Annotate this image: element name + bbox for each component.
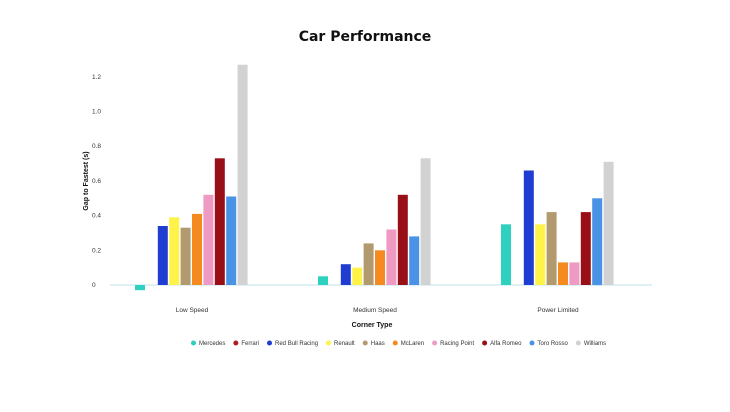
bar-williams bbox=[237, 64, 248, 285]
legend-label: Williams bbox=[584, 341, 606, 347]
x-category-label: Low Speed bbox=[176, 307, 209, 314]
bar-haas bbox=[546, 212, 557, 285]
bar-mclaren bbox=[192, 213, 202, 285]
bar-alfa-romeo bbox=[580, 212, 591, 285]
y-tick-label: 0.8 bbox=[92, 143, 101, 150]
legend-marker bbox=[191, 340, 196, 346]
legend-label: Racing Point bbox=[440, 341, 474, 347]
legend-marker bbox=[326, 340, 332, 346]
y-tick-label: 0 bbox=[92, 282, 96, 289]
bar-haas bbox=[363, 243, 374, 285]
bar-mclaren bbox=[375, 250, 385, 285]
x-axis-title: Corner Type bbox=[352, 322, 393, 329]
bar-williams bbox=[603, 161, 614, 285]
legend-label: Haas bbox=[371, 341, 385, 347]
legend-label: Renault bbox=[334, 341, 355, 347]
bar-toro-rosso bbox=[592, 198, 603, 286]
legend-label: Red Bull Racing bbox=[275, 341, 318, 347]
legend-marker bbox=[233, 340, 239, 346]
bar-mercedes bbox=[501, 224, 511, 285]
x-category-label: Medium Speed bbox=[353, 307, 397, 314]
y-tick-label: 0.2 bbox=[92, 247, 101, 254]
legend-marker bbox=[575, 340, 581, 346]
y-tick-label: 1.0 bbox=[92, 109, 101, 116]
y-tick-label: 0.6 bbox=[92, 178, 101, 185]
bar-mercedes bbox=[135, 285, 145, 291]
legend-label: Alfa Romeo bbox=[490, 341, 522, 347]
bar-renault bbox=[352, 267, 363, 285]
bar-red-bull-racing bbox=[157, 226, 168, 285]
chart-title: Car Performance bbox=[298, 29, 432, 45]
bar-mclaren bbox=[558, 262, 568, 285]
legend-label: Mercedes bbox=[199, 341, 225, 347]
legend-marker bbox=[529, 340, 535, 346]
y-tick-label: 0.4 bbox=[92, 213, 101, 220]
bar-toro-rosso bbox=[226, 196, 237, 285]
bar-renault bbox=[169, 217, 180, 285]
bar-red-bull-racing bbox=[340, 264, 351, 285]
y-tick-label: 1.2 bbox=[92, 74, 101, 81]
bar-williams bbox=[420, 158, 431, 285]
bar-renault bbox=[535, 224, 546, 285]
bar-racing-point bbox=[386, 229, 397, 285]
bar-alfa-romeo bbox=[214, 158, 225, 285]
bar-racing-point bbox=[203, 194, 214, 285]
legend-marker bbox=[432, 340, 438, 346]
bar-alfa-romeo bbox=[397, 194, 408, 285]
legend-marker bbox=[482, 340, 488, 346]
bar-racing-point bbox=[569, 262, 580, 285]
y-axis-title: Gap to Fastest (s) bbox=[83, 151, 90, 210]
legend-marker bbox=[392, 340, 398, 346]
legend-marker bbox=[362, 340, 368, 346]
legend-label: McLaren bbox=[401, 341, 424, 347]
bar-toro-rosso bbox=[409, 236, 420, 285]
x-category-label: Power Limited bbox=[537, 307, 579, 314]
legend-label: Ferrari bbox=[241, 341, 259, 347]
bar-haas bbox=[180, 227, 191, 285]
legend-label: Toro Rosso bbox=[537, 341, 568, 347]
bar-mercedes bbox=[318, 276, 328, 285]
bar-red-bull-racing bbox=[523, 170, 534, 285]
legend-marker bbox=[267, 340, 273, 346]
